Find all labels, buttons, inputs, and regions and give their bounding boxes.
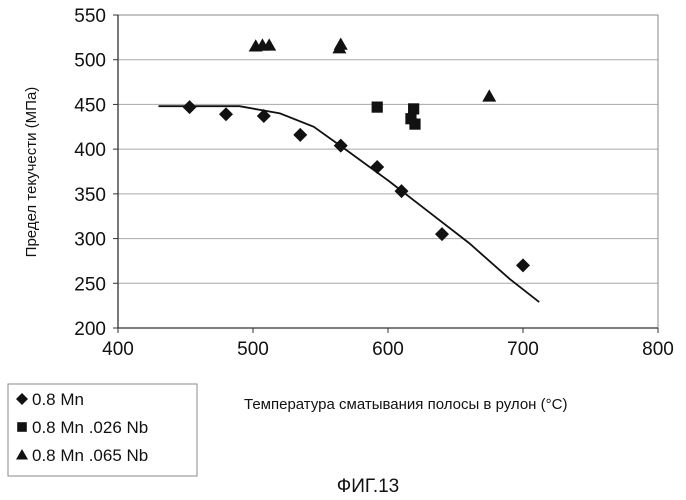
trend-line — [158, 105, 540, 303]
y-tick-label: 450 — [74, 95, 106, 116]
x-tick-label: 700 — [507, 339, 539, 360]
x-tick-label: 400 — [102, 339, 134, 360]
data-point-triangle — [482, 89, 497, 102]
legend-label: 0.8 Mn .026 Nb — [32, 418, 148, 437]
trend-line-path — [158, 105, 540, 303]
x-tick-label: 500 — [237, 339, 269, 360]
plot-area-frame — [117, 14, 659, 329]
data-point-square — [371, 101, 383, 113]
legend-marker-triangle — [16, 449, 28, 460]
figure-caption: ФИГ.13 — [337, 476, 399, 497]
legend: 0.8 Mn 0.8 Mn .026 Nb 0.8 Mn .065 Nb — [7, 383, 198, 477]
data-point-diamond — [293, 127, 308, 142]
data-point-triangle — [333, 37, 348, 50]
x-axis-title: Температура сматывания полосы в рулон (°… — [244, 396, 567, 413]
x-tick-label: 600 — [372, 339, 404, 360]
grid-lines — [118, 59, 658, 284]
x-tick-label: 800 — [642, 339, 674, 360]
y-tick-label: 400 — [74, 140, 106, 161]
data-point-diamond — [256, 109, 271, 124]
data-point-triangle — [262, 38, 277, 51]
y-tick-label: 500 — [74, 51, 106, 72]
legend-marker-diamond — [16, 393, 28, 405]
y-tick-label: 350 — [74, 185, 106, 206]
data-point-diamond — [435, 227, 449, 242]
data-point-square — [409, 118, 421, 130]
data-markers — [182, 37, 530, 273]
legend-marker-square — [17, 422, 27, 432]
data-point-diamond — [370, 160, 385, 175]
data-point-diamond — [333, 138, 348, 153]
legend-label: 0.8 Mn .065 Nb — [32, 446, 148, 465]
data-point-diamond — [394, 184, 409, 199]
data-point-diamond — [516, 258, 530, 273]
y-tick-label: 200 — [74, 319, 106, 340]
legend-entries: 0.8 Mn 0.8 Mn .026 Nb 0.8 Mn .065 Nb — [16, 390, 148, 465]
legend-box — [7, 383, 198, 477]
y-axis-title: Предел текучести (МПа) — [23, 87, 40, 258]
data-point-square — [408, 103, 420, 115]
y-tick-label: 300 — [74, 230, 106, 251]
data-point-diamond — [182, 100, 197, 115]
axes: 200 250 300 350 400 450 500 550 400 500 600 700 800 — [74, 6, 674, 360]
legend-label: 0.8 Mn — [32, 390, 84, 409]
data-point-diamond — [219, 107, 233, 122]
y-tick-label: 250 — [74, 274, 106, 295]
y-tick-label: 550 — [74, 6, 106, 27]
